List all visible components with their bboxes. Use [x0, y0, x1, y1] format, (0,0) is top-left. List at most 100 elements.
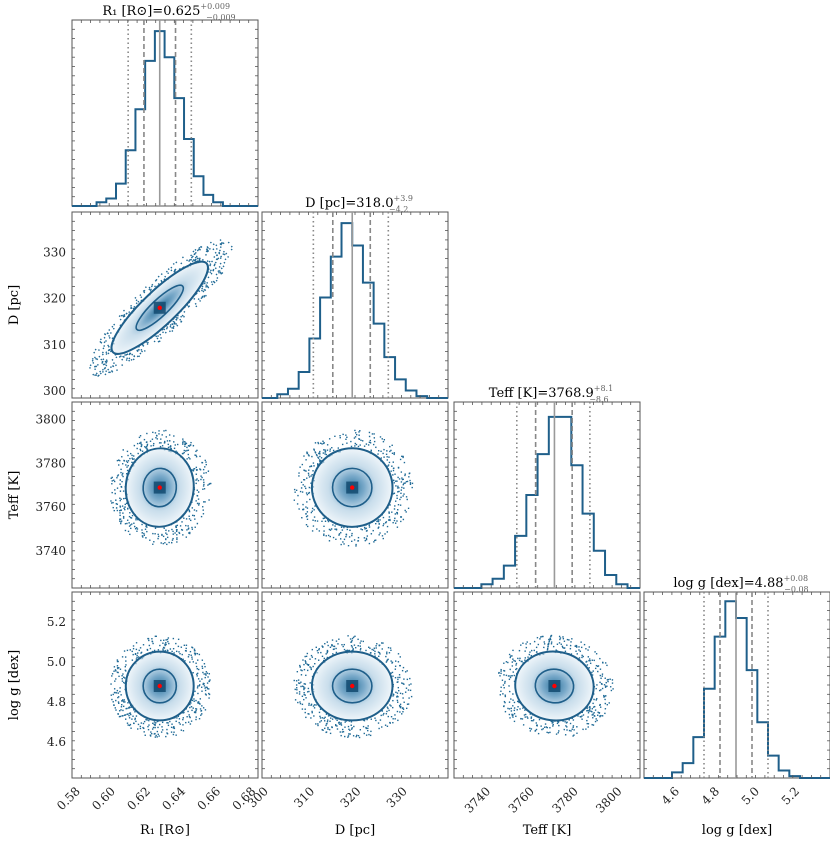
scatter-point — [165, 538, 167, 540]
scatter-point — [126, 466, 128, 468]
scatter-point — [501, 679, 504, 682]
scatter-point — [141, 444, 143, 446]
scatter-point — [175, 526, 177, 528]
scatter-point — [386, 450, 388, 452]
scatter-point — [374, 717, 376, 719]
scatter-point — [125, 312, 128, 315]
scatter-point — [154, 285, 157, 288]
scatter-point — [113, 323, 116, 326]
scatter-point — [373, 647, 376, 649]
scatter-point — [185, 518, 188, 520]
scatter-point — [193, 253, 196, 256]
scatter-point — [179, 652, 181, 655]
scatter-point — [101, 368, 104, 371]
scatter-point — [583, 643, 586, 646]
scatter-point — [326, 444, 329, 446]
scatter-point — [129, 452, 132, 455]
scatter-point — [178, 532, 181, 535]
scatter-point — [161, 533, 163, 536]
scatter-point — [310, 465, 313, 468]
scatter-point — [169, 446, 171, 448]
scatter-point — [141, 535, 144, 537]
scatter-point — [308, 690, 310, 693]
scatter-point — [409, 482, 412, 484]
scatter-point — [361, 528, 364, 531]
scatter-point — [357, 540, 360, 542]
scatter-point — [375, 446, 377, 449]
scatter-point — [396, 520, 398, 522]
scatter-point — [171, 723, 173, 725]
scatter-point — [339, 434, 341, 437]
scatter-point — [197, 479, 200, 482]
scatter-point — [308, 491, 311, 494]
scatter-point — [409, 483, 412, 485]
scatter-point — [119, 687, 121, 689]
scatter-point — [331, 639, 334, 641]
scatter-point — [197, 659, 199, 661]
scatter-point — [307, 472, 310, 475]
scatter-point — [310, 703, 313, 706]
x-tick-label: 0.60 — [89, 784, 118, 813]
scatter-point — [402, 483, 404, 486]
scatter-point — [175, 318, 178, 321]
scatter-point — [199, 703, 201, 705]
scatter-point — [151, 638, 153, 640]
scatter-point — [502, 684, 505, 686]
scatter-point — [388, 456, 390, 458]
scatter-point — [111, 476, 114, 479]
scatter-point — [199, 680, 201, 682]
scatter-point — [301, 685, 304, 687]
scatter-point — [117, 692, 119, 694]
scatter-point — [163, 442, 166, 444]
scatter-point — [314, 442, 317, 444]
scatter-point — [124, 665, 126, 668]
scatter-point — [403, 487, 405, 489]
scatter-point — [366, 718, 368, 721]
scatter-point — [182, 718, 184, 721]
scatter-point — [126, 357, 129, 360]
scatter-point — [333, 648, 335, 650]
scatter-point — [396, 487, 399, 489]
scatter-point — [309, 682, 311, 684]
inner-contour — [142, 668, 178, 704]
scatter-point — [172, 647, 175, 650]
scatter-point — [203, 685, 206, 687]
scatter-points — [110, 635, 211, 738]
scatter-point — [121, 455, 123, 458]
scatter-point — [368, 646, 370, 648]
scatter-point — [115, 507, 118, 509]
scatter-point — [318, 648, 320, 650]
scatter-point — [345, 434, 347, 436]
scatter-point — [342, 645, 344, 648]
x-tick-label: 0.62 — [124, 784, 153, 813]
scatter-point — [170, 731, 173, 733]
scatter-point — [524, 659, 526, 661]
scatter-point — [378, 655, 380, 658]
scatter-point — [298, 475, 300, 477]
scatter-point — [324, 449, 326, 451]
scatter-point — [125, 460, 128, 462]
scatter-point — [140, 296, 143, 299]
scatter-point — [598, 712, 601, 714]
scatter-point — [107, 349, 110, 352]
scatter-point — [306, 525, 309, 528]
minor-ticks — [454, 402, 640, 588]
scatter-point — [150, 285, 153, 288]
scatter-point — [176, 316, 179, 319]
scatter-point — [230, 248, 233, 251]
scatter-point — [121, 715, 123, 717]
scatter-point — [139, 352, 142, 355]
scatter-point — [558, 635, 561, 638]
scatter-point — [182, 534, 184, 536]
scatter-point — [154, 635, 157, 638]
scatter-point — [350, 440, 352, 443]
scatter-point — [365, 530, 368, 532]
scatter-point — [572, 726, 574, 729]
scatter-point — [508, 653, 511, 656]
histogram-panel-R1: R₁ [R⊙]=0.625+0.009 −0.009 — [71, 2, 259, 207]
scatter-point — [394, 522, 397, 524]
scatter-point — [397, 686, 400, 689]
scatter-point — [359, 642, 361, 644]
scatter-point — [154, 532, 156, 535]
scatter-point — [182, 438, 184, 440]
